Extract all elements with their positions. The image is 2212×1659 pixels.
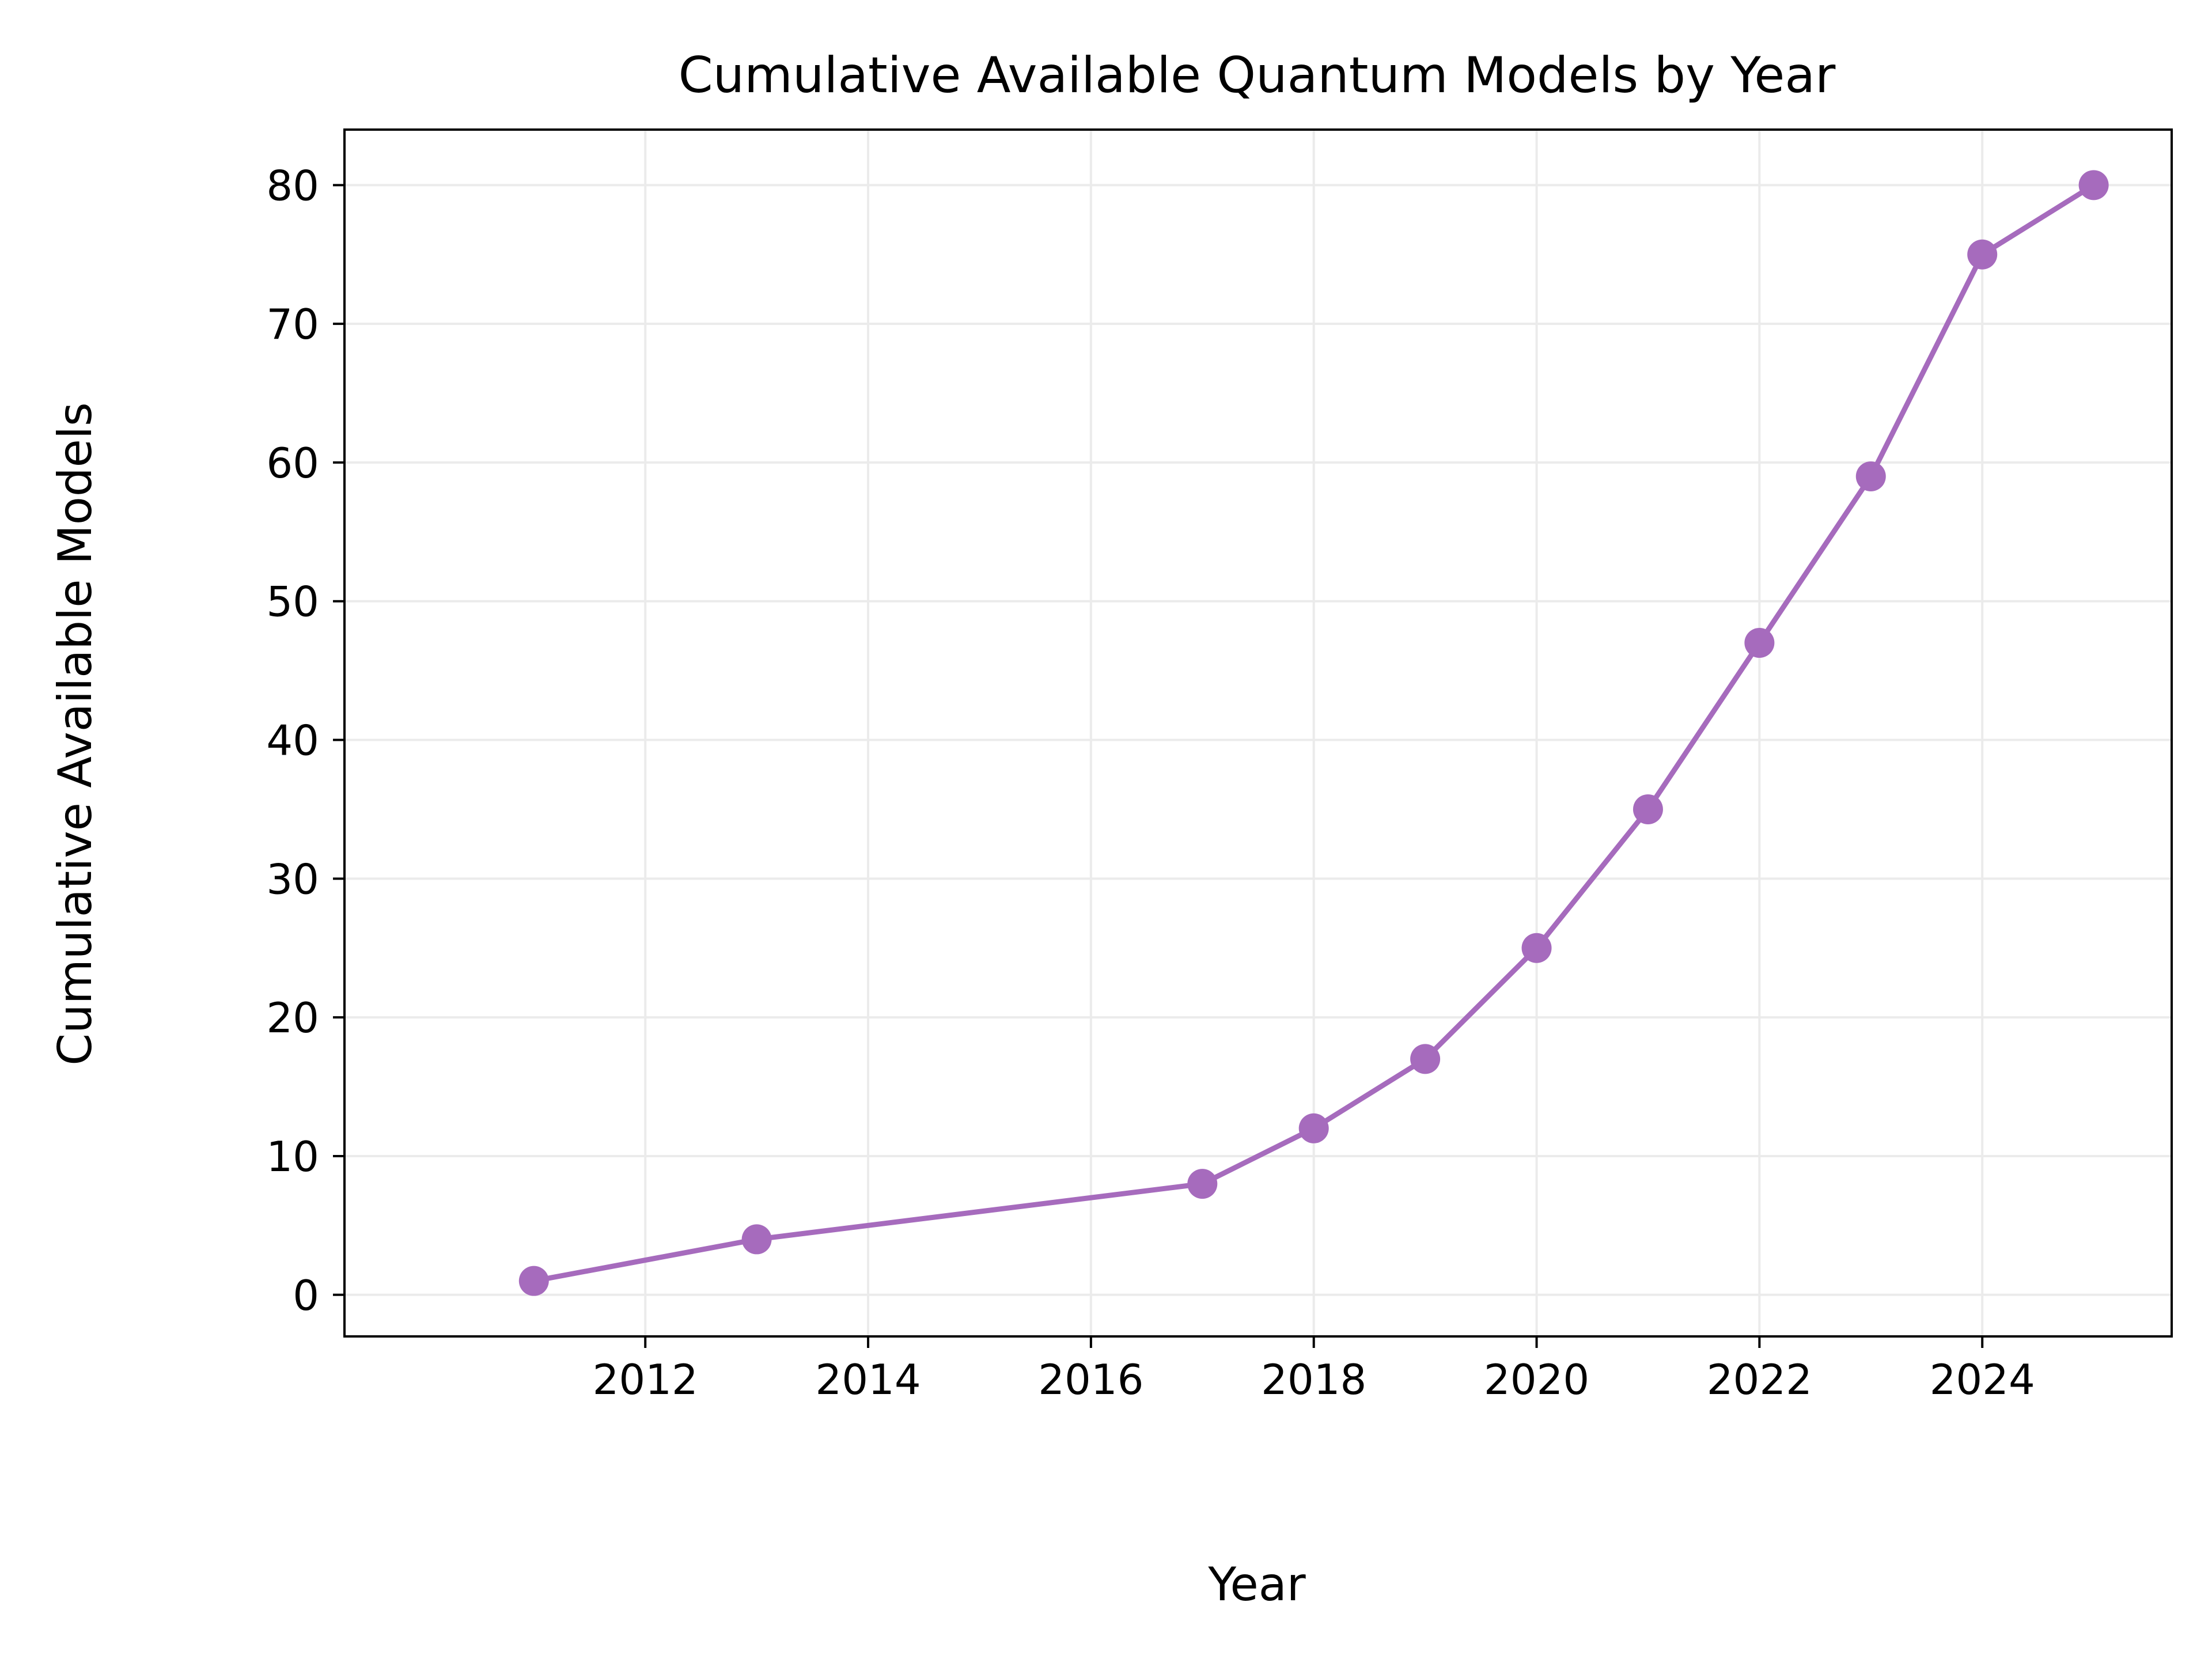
- y-tick-label: 70: [266, 300, 319, 349]
- y-tick-label: 80: [266, 161, 319, 210]
- y-tick-label: 20: [266, 994, 319, 1042]
- axis-ticks: 2012 2014 2016 2018 2020 2022 2024 0 10 20 30 40 50 6…: [266, 161, 2035, 1404]
- x-tick-label: 2020: [1484, 1355, 1589, 1404]
- x-tick-label: 2024: [1930, 1355, 2035, 1404]
- y-axis-label: Cumulative Available Models: [48, 402, 102, 1065]
- x-tick-label: 2018: [1261, 1355, 1366, 1404]
- data-point: [1967, 239, 1998, 270]
- data-point: [1855, 461, 1886, 492]
- plot-area-frame: [343, 128, 2173, 1338]
- data-point: [1410, 1044, 1441, 1074]
- data-point: [1521, 933, 1552, 963]
- data-point: [2078, 170, 2109, 200]
- x-axis-label: Year: [1207, 1558, 1305, 1611]
- data-point: [1187, 1169, 1218, 1199]
- data-point: [1633, 794, 1663, 824]
- y-tick-label: 50: [266, 578, 319, 626]
- y-tick-label: 30: [266, 855, 319, 903]
- data-point: [518, 1266, 549, 1296]
- chart-title: Cumulative Available Quantum Models by Y…: [679, 47, 1836, 104]
- y-tick-label: 60: [266, 439, 319, 487]
- x-tick-label: 2022: [1707, 1355, 1812, 1404]
- x-tick-label: 2012: [593, 1355, 698, 1404]
- y-tick-label: 40: [266, 717, 319, 765]
- data-point: [1298, 1113, 1329, 1143]
- y-tick-label: 10: [266, 1132, 319, 1181]
- series-layer: [518, 170, 2109, 1296]
- x-tick-label: 2014: [815, 1355, 921, 1404]
- data-point: [741, 1224, 772, 1255]
- y-tick-label: 0: [293, 1271, 319, 1320]
- x-tick-label: 2016: [1038, 1355, 1143, 1404]
- data-point: [1744, 627, 1775, 658]
